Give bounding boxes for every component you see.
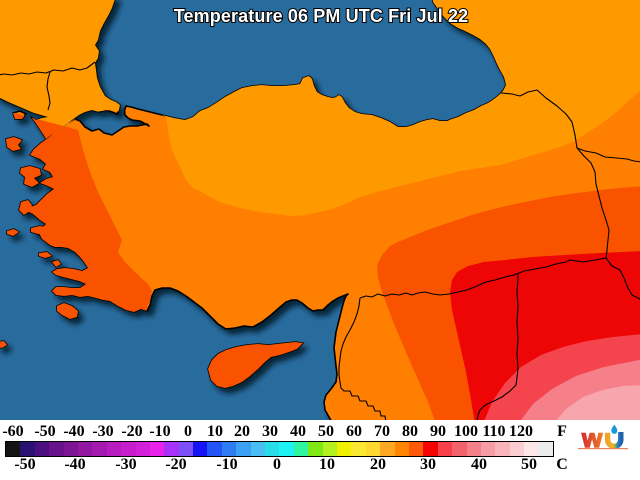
svg-text:w: w [581,423,603,452]
svg-text:Temperature 06 PM UTC Fri Jul: Temperature 06 PM UTC Fri Jul 22 [174,6,469,26]
